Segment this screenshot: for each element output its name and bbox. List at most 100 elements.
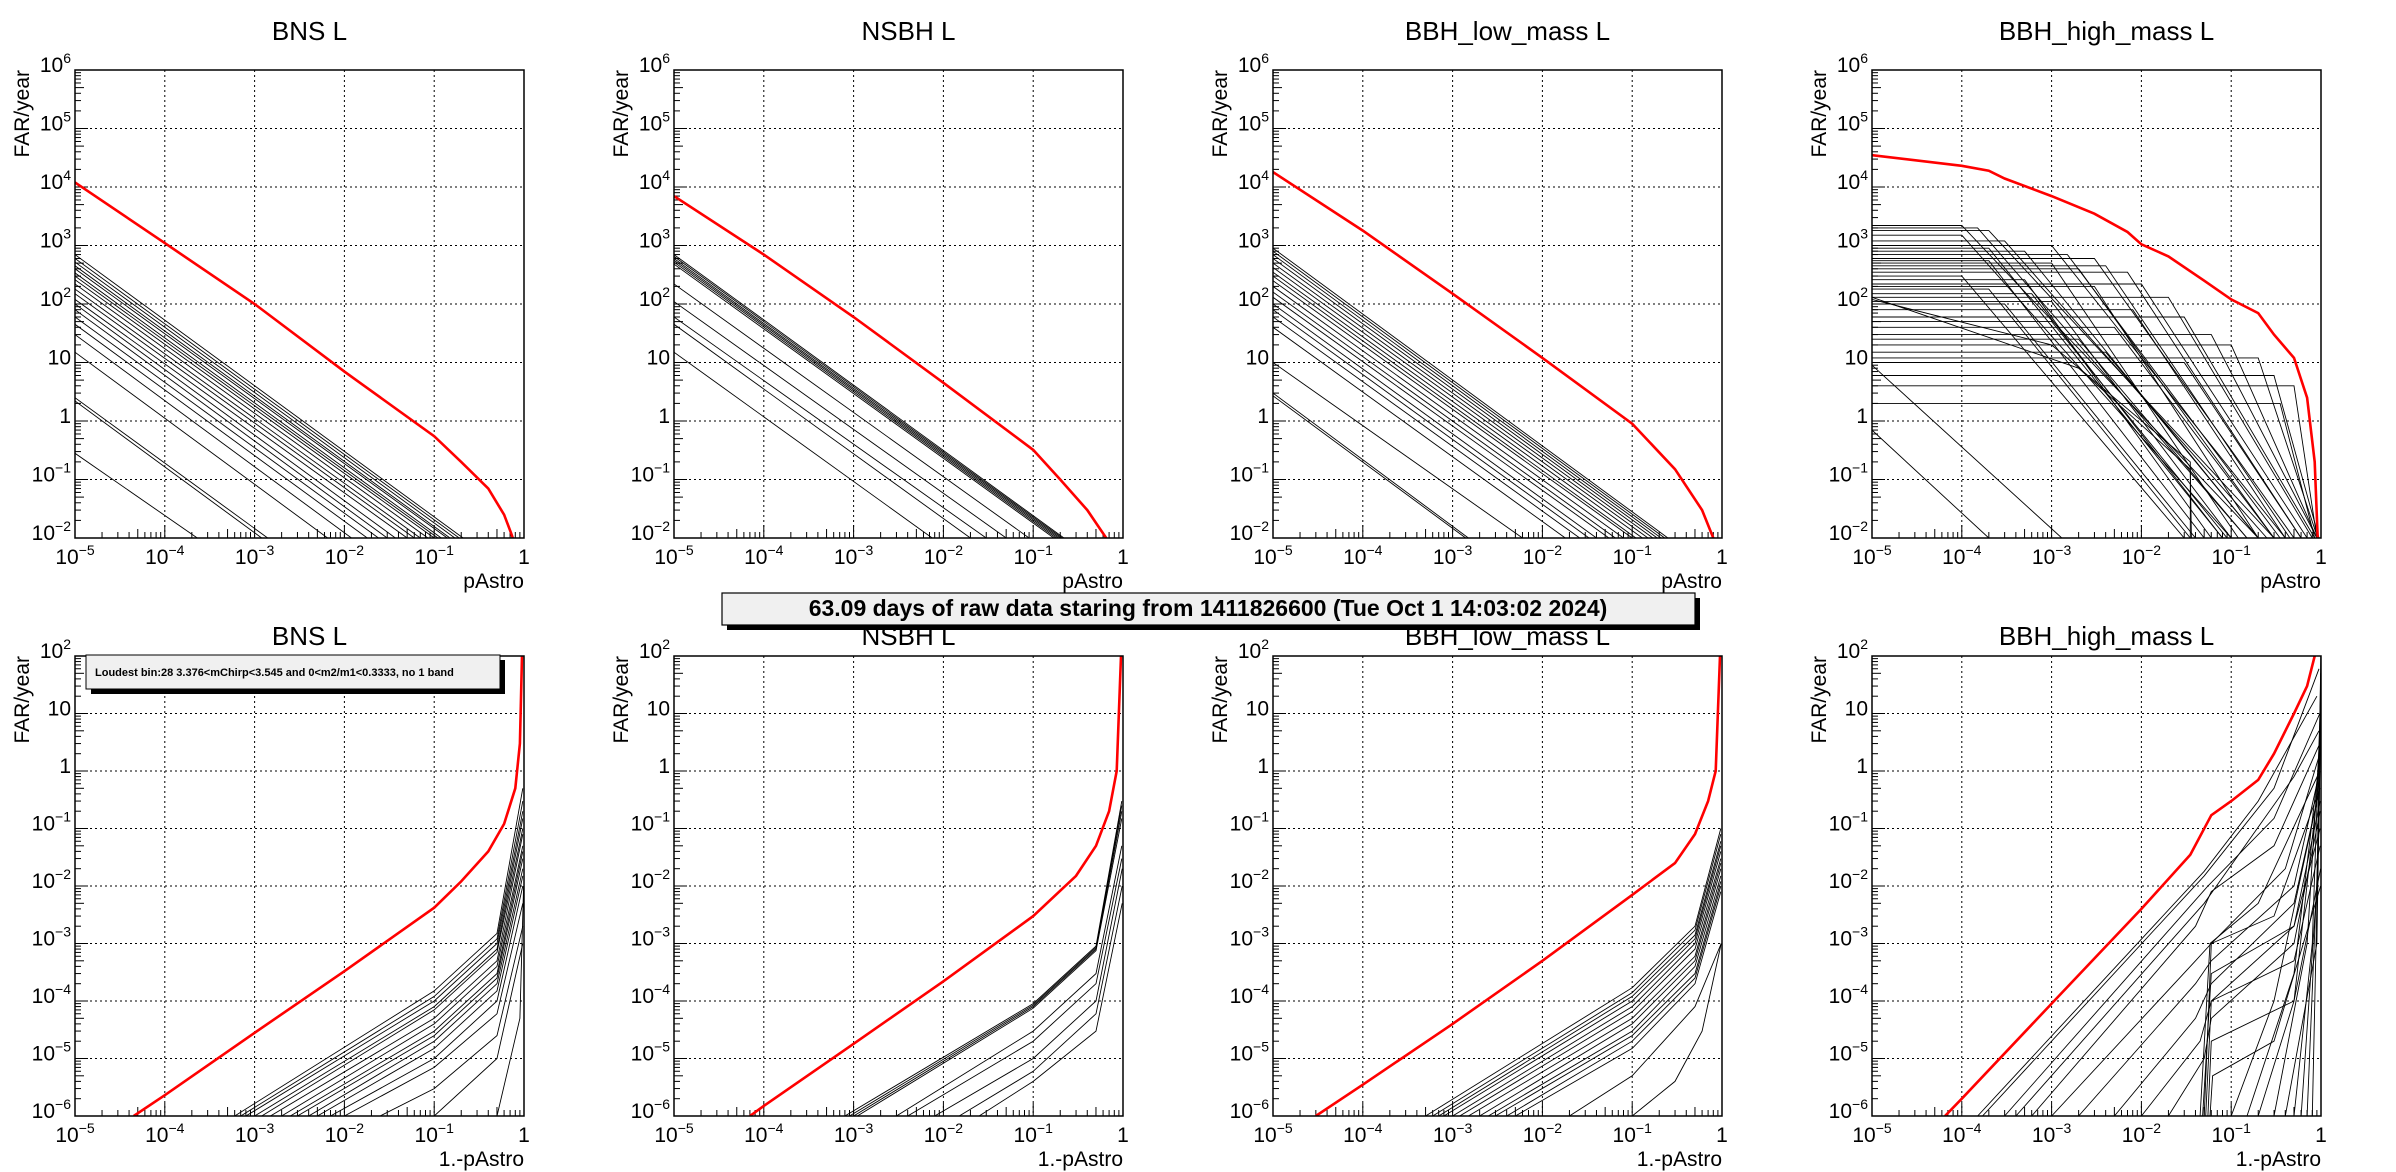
- curves-group: [1872, 153, 2320, 538]
- x-tick-label: 10−3: [235, 542, 275, 569]
- x-tick-label: 10−1: [2212, 542, 2252, 569]
- panel-title: BBH_high_mass L: [1999, 621, 2214, 651]
- bin-curve: [75, 299, 408, 538]
- y-axis-title: FAR/year: [1209, 656, 1232, 744]
- bin-curve: [75, 268, 448, 538]
- bin-curve: [75, 293, 415, 538]
- bin-curve: [1273, 275, 1637, 538]
- y-tick-label: 102: [1238, 636, 1269, 663]
- plot-frame: [1871, 69, 2322, 539]
- y-tick-label: 104: [1837, 167, 1868, 194]
- bin-curve: [75, 261, 456, 538]
- x-tick-label: 10−3: [1433, 542, 1473, 569]
- y-tick-label: 10−2: [631, 518, 671, 545]
- bin-curve: [674, 258, 1061, 538]
- curves-group: [1315, 656, 1722, 1116]
- bin-curve: [245, 811, 524, 1116]
- panel-title: BBH_high_mass L: [1999, 16, 2214, 46]
- bin-curve: [1569, 943, 1722, 1116]
- bin-curve: [1872, 271, 2302, 538]
- y-tick-label: 1: [1856, 405, 1868, 428]
- bin-curve: [2114, 788, 2321, 1116]
- bin-curve: [2205, 845, 2321, 1116]
- bin-curve: [75, 283, 429, 538]
- y-tick-label: 10−4: [631, 981, 671, 1008]
- plot-frame: [74, 69, 525, 539]
- bin-curve: [1872, 283, 2308, 538]
- bin-curve: [674, 256, 1063, 538]
- x-tick-label: 10−3: [2032, 1120, 2072, 1147]
- bin-curve: [496, 885, 524, 1116]
- plot-frame: [673, 655, 1124, 1117]
- bin-curve: [75, 275, 439, 538]
- bin-curve: [1977, 695, 2318, 1116]
- x-tick-label: 10−4: [744, 1120, 784, 1147]
- x-tick-label: 10−1: [415, 1120, 455, 1147]
- x-tick-label: 10−1: [1014, 1120, 1054, 1147]
- y-tick-label: 10−2: [1230, 866, 1270, 893]
- y-tick-label: 103: [639, 226, 670, 253]
- x-tick-label: 10−3: [2032, 542, 2072, 569]
- x-tick-label: 10−2: [924, 1120, 964, 1147]
- y-tick-label: 10−1: [631, 809, 671, 836]
- bin-curve: [674, 254, 1065, 538]
- curves-group: [132, 656, 524, 1116]
- y-tick-label: 10−6: [1230, 1096, 1270, 1123]
- panel-title: BNS L: [272, 621, 347, 651]
- banner-text: 63.09 days of raw data staring from 1411…: [809, 595, 1608, 621]
- bin-curve: [2209, 885, 2321, 1116]
- panel-title: BBH_low_mass L: [1405, 16, 1610, 46]
- combined-curve-red: [132, 656, 524, 1116]
- panel-bbh-high-one-minus: BBH_high_mass L 10−5 10−4 10−3 10−2 10−1 1 10−6…: [1808, 621, 2327, 1171]
- x-axis-title: pAstro: [2260, 570, 2321, 593]
- x-tick-label: 1: [518, 546, 530, 569]
- bin-curve: [2202, 828, 2321, 1116]
- bin-curve: [1273, 296, 1610, 538]
- bin-curve: [1515, 891, 1722, 1116]
- x-tick-label: 10−5: [1852, 1120, 1892, 1147]
- bin-curve: [674, 316, 987, 538]
- bin-curve: [2078, 770, 2321, 1116]
- y-tick-label: 10−6: [1829, 1096, 1869, 1123]
- y-tick-label: 10−1: [1829, 460, 1869, 487]
- bin-curve: [1872, 303, 2196, 538]
- panel-bbh-low-pastro: BBH_low_mass L 10−5 10−4 10−3 10−2 10−1 1 10−2 1…: [1209, 16, 1728, 593]
- bin-curve: [1872, 344, 2318, 538]
- bin-curve: [1273, 247, 1669, 538]
- bin-curve: [1872, 301, 2232, 538]
- bin-curve: [75, 303, 396, 538]
- x-axis-title: pAstro: [463, 570, 524, 593]
- x-axis-title: 1.-pAstro: [2236, 1148, 2321, 1171]
- y-tick-label: 102: [1837, 636, 1868, 663]
- y-tick-label: 1: [1257, 755, 1269, 778]
- bin-curve: [433, 943, 524, 1116]
- bin-curve: [1459, 858, 1722, 1116]
- banner-box: [721, 592, 1696, 626]
- bin-curve: [934, 868, 1123, 1116]
- y-tick-label: 106: [40, 50, 71, 77]
- y-tick-label: 10−5: [32, 1039, 72, 1066]
- x-tick-label: 10−4: [1942, 1120, 1982, 1147]
- y-axis-title: FAR/year: [610, 70, 633, 158]
- bin-curve: [1273, 303, 1597, 538]
- x-tick-label: 10−5: [1253, 1120, 1293, 1147]
- y-tick-label: 10−2: [631, 866, 671, 893]
- bin-curve: [254, 818, 524, 1116]
- y-tick-label: 104: [1238, 167, 1269, 194]
- y-tick-label: 105: [40, 109, 71, 136]
- x-tick-label: 1: [1716, 1124, 1728, 1147]
- y-tick-label: 10−4: [1230, 981, 1270, 1008]
- bin-curve: [674, 283, 1030, 538]
- bin-curve: [1273, 250, 1665, 538]
- y-tick-label: 105: [1238, 109, 1269, 136]
- bin-curve: [2246, 753, 2321, 1116]
- bin-curve: [2293, 696, 2321, 1116]
- x-tick-label: 10−2: [325, 542, 365, 569]
- bin-curve: [1273, 262, 1654, 538]
- plot-frame: [673, 69, 1124, 539]
- bin-curve: [2015, 730, 2320, 1116]
- bin-curve: [1273, 271, 1643, 538]
- bin-curve: [1872, 375, 2320, 538]
- bin-curve: [2257, 770, 2321, 1116]
